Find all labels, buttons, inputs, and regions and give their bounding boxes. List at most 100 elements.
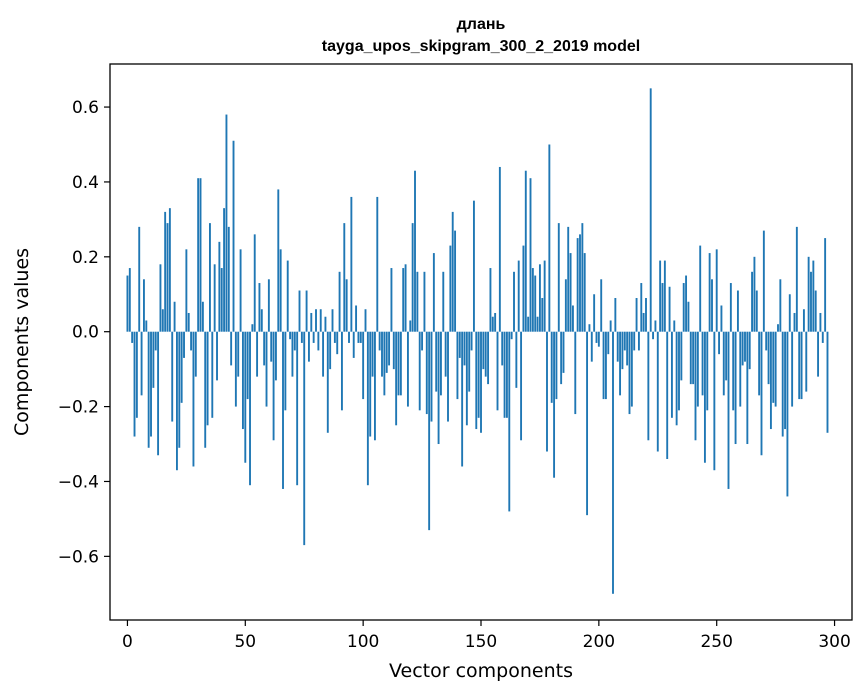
bar	[357, 331, 360, 343]
bar	[140, 331, 143, 396]
bar	[628, 331, 631, 415]
bar	[159, 264, 162, 332]
bar	[135, 331, 138, 418]
bar	[359, 331, 362, 343]
bar	[312, 331, 315, 343]
x-tick-label: 300	[818, 632, 850, 652]
bar	[821, 331, 824, 343]
bars-group	[126, 88, 829, 594]
bar	[388, 331, 391, 366]
bar	[819, 312, 822, 332]
bar	[307, 331, 310, 362]
bar	[218, 241, 221, 332]
bar	[484, 331, 487, 377]
bar	[291, 331, 294, 377]
bar	[739, 331, 742, 407]
bar	[765, 331, 768, 351]
bar	[718, 331, 721, 355]
bar	[652, 331, 655, 340]
bar	[520, 331, 523, 441]
bar	[590, 331, 593, 362]
bar	[411, 223, 414, 332]
bar	[329, 331, 332, 370]
plot-area-frame	[109, 63, 853, 621]
y-tick-label: −0.4	[58, 472, 99, 492]
bar	[607, 331, 610, 355]
bar	[557, 223, 560, 332]
bar	[366, 331, 369, 486]
bar	[303, 331, 306, 546]
bar	[656, 331, 659, 452]
bar	[220, 268, 223, 332]
bar	[390, 268, 393, 332]
bar	[777, 324, 779, 332]
y-axis-label: Components values	[11, 248, 33, 436]
bar	[501, 331, 504, 366]
bar	[385, 331, 388, 373]
bar	[270, 331, 273, 362]
bar	[237, 331, 240, 377]
bar	[713, 331, 716, 471]
bar	[826, 331, 829, 433]
bar	[258, 283, 261, 332]
bar	[324, 316, 327, 332]
bar	[678, 331, 680, 411]
bar	[475, 331, 478, 430]
bar	[246, 331, 249, 400]
bar	[282, 331, 284, 489]
bar	[602, 331, 605, 400]
bar	[435, 331, 438, 392]
bar	[279, 249, 282, 332]
bar	[564, 279, 567, 332]
bar	[244, 331, 247, 463]
bar	[204, 331, 207, 448]
bar	[157, 331, 160, 456]
bar	[447, 331, 449, 422]
bar	[376, 196, 379, 332]
bar	[296, 331, 299, 486]
bar	[621, 331, 624, 370]
bar	[562, 331, 565, 373]
bar	[689, 331, 692, 385]
bar	[553, 331, 556, 478]
bar	[315, 309, 317, 332]
bar	[265, 331, 268, 407]
bar	[522, 245, 525, 332]
bar	[284, 331, 287, 411]
bar	[548, 144, 551, 332]
bar	[604, 331, 607, 400]
bar	[310, 312, 313, 332]
bar	[781, 331, 784, 437]
bar	[666, 331, 669, 459]
bar	[788, 294, 791, 332]
bar	[637, 331, 640, 351]
bar	[468, 331, 471, 392]
bar	[161, 309, 164, 332]
bar	[225, 114, 228, 332]
bar	[517, 260, 520, 332]
bar	[164, 211, 167, 332]
x-tick-label: 250	[700, 632, 732, 652]
bar	[581, 223, 584, 332]
bar	[508, 331, 511, 512]
bar	[293, 331, 296, 351]
bar	[633, 331, 636, 351]
bar	[397, 331, 400, 396]
x-tick-label: 200	[583, 632, 615, 652]
x-tick-label: 100	[347, 632, 379, 652]
bar	[659, 260, 662, 332]
bar	[190, 331, 193, 351]
bar	[812, 260, 815, 332]
bar	[454, 230, 457, 332]
bar	[513, 271, 515, 332]
bar	[348, 331, 350, 343]
bar	[760, 331, 763, 456]
bar	[536, 316, 539, 332]
bar	[597, 331, 600, 347]
bar	[480, 331, 482, 433]
bar	[392, 331, 395, 370]
bar	[550, 331, 553, 403]
bar	[176, 331, 178, 471]
